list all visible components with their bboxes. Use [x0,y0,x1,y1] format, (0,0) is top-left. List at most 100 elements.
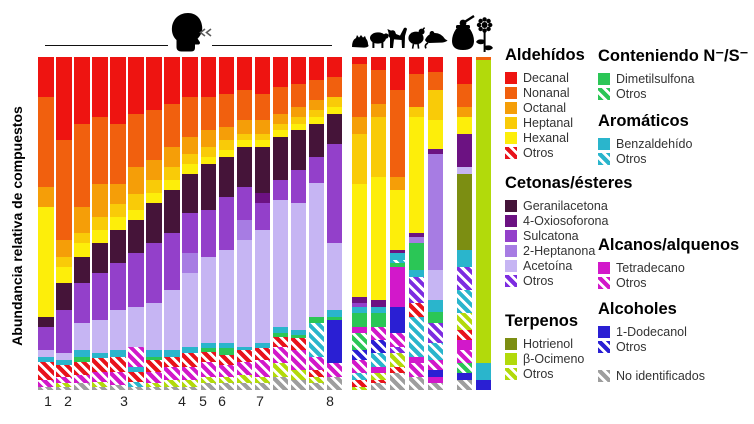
bar-segment-no_ident [128,386,144,390]
bar-segment-geranilacetona [146,203,162,244]
bar-F1 [476,57,491,390]
bar-A5 [428,57,443,390]
bar-segment-octanal [371,103,386,117]
bar-segment-nonanal [457,83,472,107]
bar-segment-no_ident [308,383,325,390]
bar-segment-benzaldehido [56,359,72,365]
bar-segment-octanal [254,120,271,134]
legend-item-dimetilsulfona: Dimetilsulfona [598,71,748,86]
bar-segment-hexanal [272,130,289,137]
bar-segment-heptanal [56,256,72,267]
bar-segment-hexanal [236,140,253,147]
bar-segment-dimetilsulfona [409,243,424,271]
bar-segment-octanal [308,100,325,111]
bar-segment-decanal [409,57,424,74]
legend-swatch-heptanona [505,244,517,257]
legend-item-cet_otros: Otros [505,273,632,288]
bar-segment-sulcatona [290,170,307,204]
legend-item-ocimeno: β-Ocimeno [505,351,584,366]
bar-segment-dimetilsulfona [272,333,289,337]
bar-segment-tetradecano [352,326,367,334]
bar-segment-cet_otros [428,323,443,344]
bar-segment-hexanal [110,216,126,231]
bar-segment-dodecanol [428,369,443,377]
bar-segment-dodecanol [476,379,491,390]
bar-segment-sulcatona [236,186,253,221]
bar-segment-oxiosoforona [352,296,367,304]
bar-segment-oxiosoforona [409,233,424,237]
bar-segment-benzaldehido [272,326,289,334]
legend-label: Octanal [523,100,567,115]
legend-label: Heptanal [523,115,574,130]
bar-segment-hexanal [409,116,424,234]
bar-segment-acetoina [308,183,325,317]
legend-swatch-benzaldehido [598,137,610,150]
bar-segment-no_ident [290,379,307,390]
bar-segment-acetoina [56,353,72,360]
legend-label: Sulcatona [523,228,579,243]
bar-segment-cet_otros [409,276,424,304]
bar-segment-alcoh_otros [371,340,386,354]
bar-segment-ald_otros [290,338,307,350]
legend-group-Alcoholes: Alcoholes 1-Dodecanol Otros [598,300,687,354]
legend-item-heptanona: 2-Heptanona [505,243,632,258]
bar-segment-heptanal [272,123,289,131]
bar-segment-decanal [371,57,386,71]
bar-segment-nonanal [290,83,307,107]
bar-segment-tetradecano [390,266,405,307]
bar-segment-sulcatona [74,283,90,324]
bar-A4 [409,57,424,390]
bar-segment-acetoina [290,203,307,330]
bar-segment-octanal [92,183,108,217]
legend-item-ald_otros: Otros [505,145,585,160]
bar-segment-geranilacetona [326,113,343,144]
bar-segment-nonanal [164,103,180,147]
bar-segment-arom_otros [457,290,472,314]
bar-segment-ald_otros [352,379,367,387]
legend-swatch-nonanal [505,86,517,99]
bar-segment-decanal [290,57,307,84]
sample-number-8: 8 [326,393,334,409]
bar-segment-decanal [326,57,343,77]
bar-segment-decanal [272,57,289,87]
bar-segment-decanal [428,57,443,72]
bar-segment-benzaldehido [182,346,198,354]
legend-swatch-sulcatona [505,229,517,242]
legend-group-title: Alcoholes [598,300,677,318]
bar-segment-hexanal [371,176,386,301]
bar-segment-dimetilsulfona [200,348,217,352]
bar-segment-nonanal [254,93,271,121]
bar-segment-no_ident [110,384,126,390]
legend-label: Otros [616,275,647,290]
bar-segment-nonanal [371,70,386,104]
bar-segment-ald_otros [409,303,424,317]
legend-swatch-hotrienol [505,337,517,350]
bar-segment-terp_otros [236,374,253,384]
quail-icon [408,27,426,49]
bar-segment-terp_otros [92,381,108,387]
bar-segment-ocimeno [476,60,491,364]
bar-segment-geranilacetona [182,173,198,214]
bar-segment-benzaldehido [164,349,180,357]
bar-segment-decanal [457,57,472,84]
bar-H4 [92,57,108,390]
bar-segment-arom_otros [428,343,443,360]
legend-group-Alcanos/alquenos: Alcanos/alquenos Tetradecano Otros [598,236,739,290]
bar-segment-oxiosoforona [428,148,443,154]
bar-H5 [110,57,126,390]
sample-number-2: 2 [64,393,72,409]
legend-swatch-ald_otros [505,146,517,159]
bar-segment-octanal [146,160,162,181]
bar-segment-sulcatona [254,203,271,231]
bar-segment-ns_otros [457,363,472,374]
bar-segment-geranilacetona [74,256,90,284]
bar-segment-arom_otros [390,260,405,264]
bar-segment-acetoina [146,303,162,350]
bar-H7 [146,57,162,390]
bar-segment-octanal [164,146,180,167]
bar-segment-acetoina [74,323,90,350]
bar-segment-hexanal [56,266,72,284]
legend-label: Otros [523,273,554,288]
dog-icon [387,27,407,48]
bar-segment-alcan_otros [290,349,307,370]
